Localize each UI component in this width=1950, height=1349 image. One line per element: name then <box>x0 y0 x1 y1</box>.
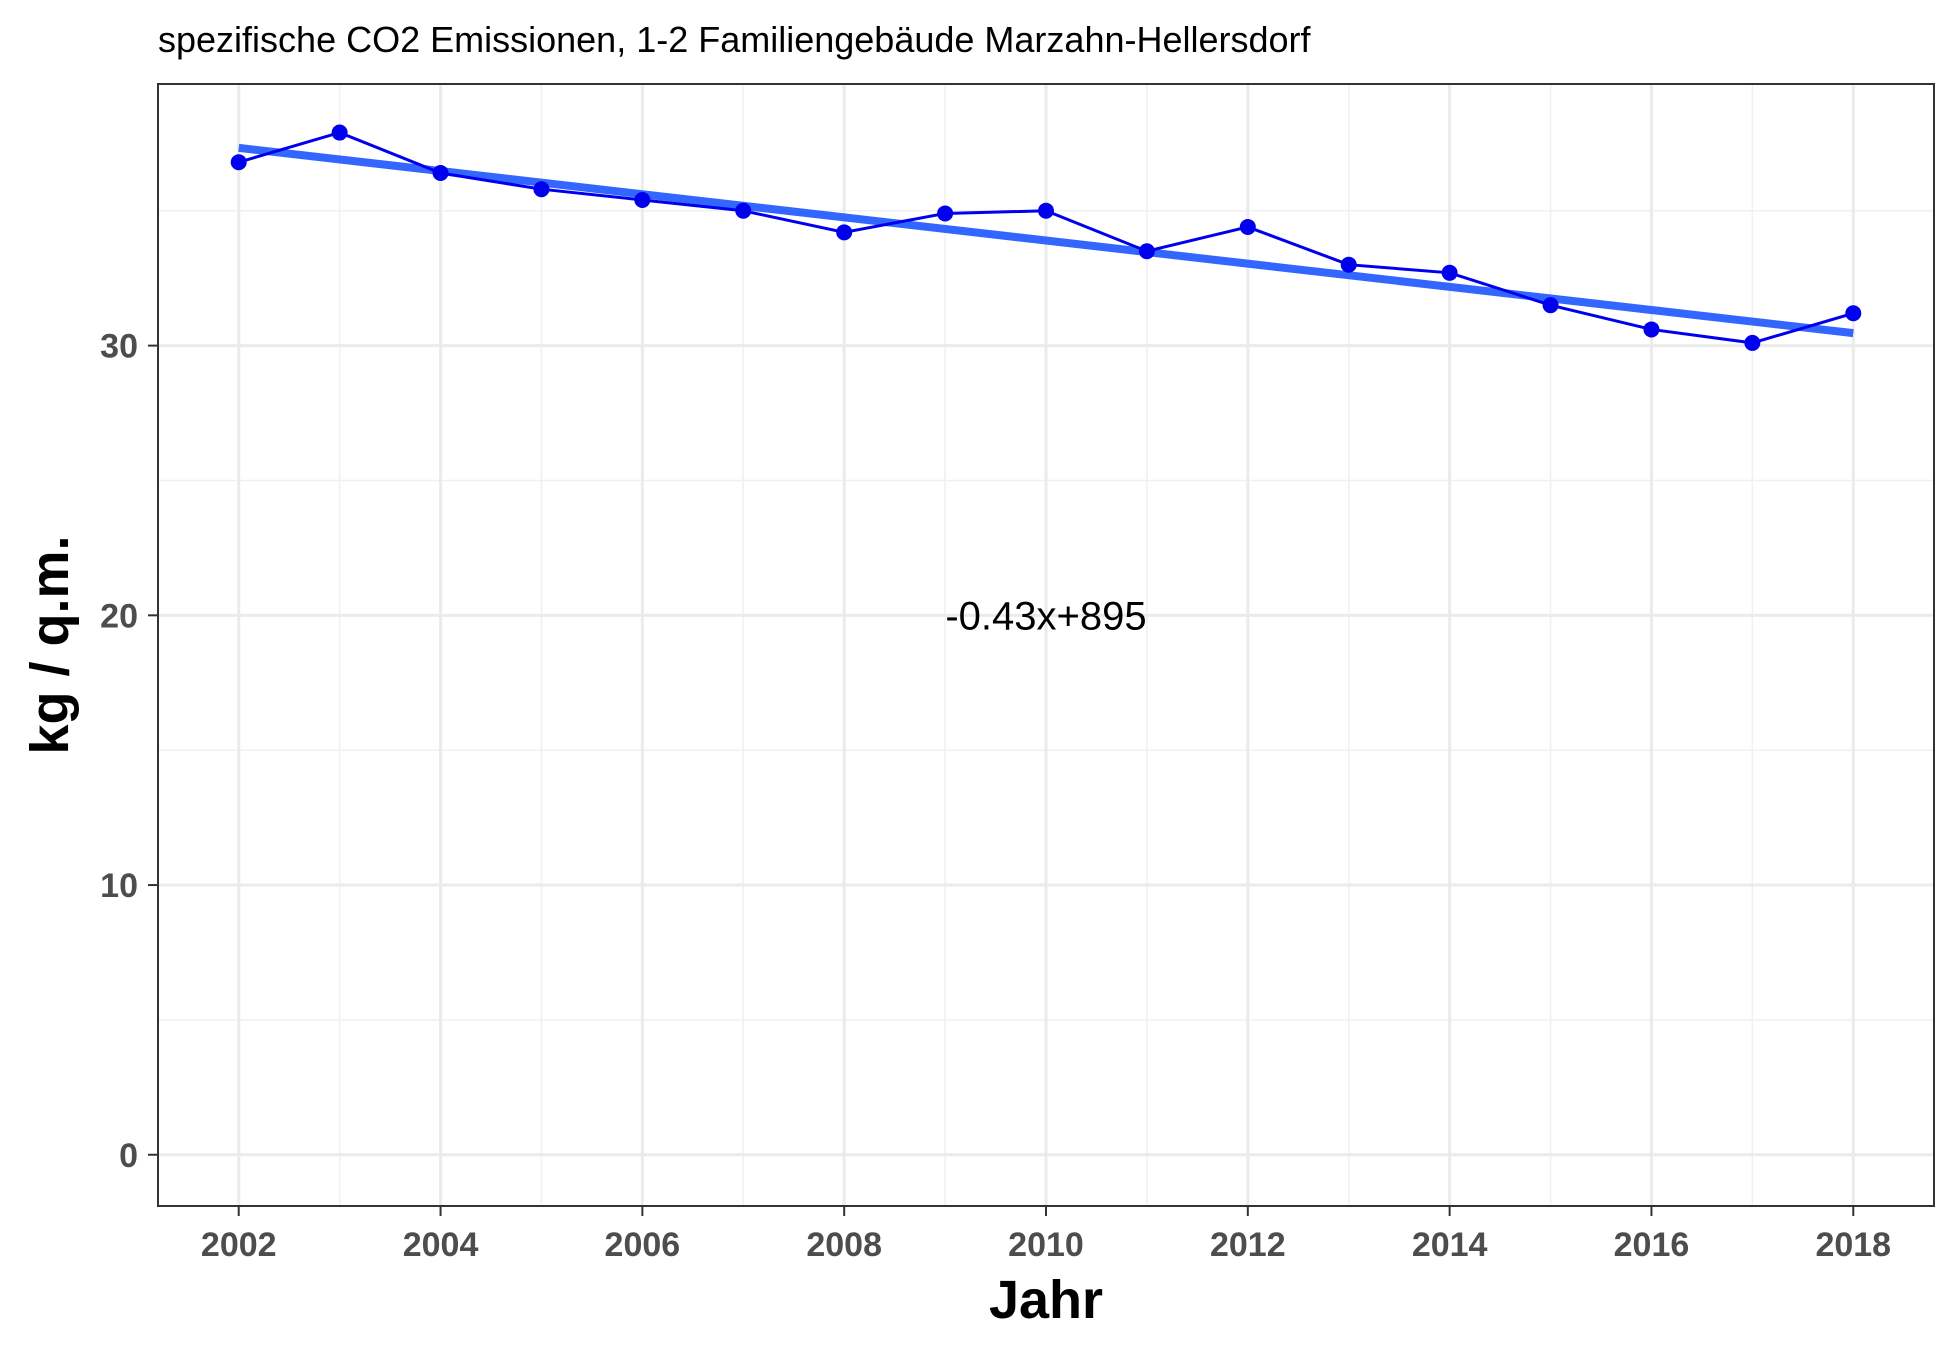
data-point <box>331 124 348 141</box>
x-tick-label: 2018 <box>1815 1226 1891 1264</box>
x-tick-label: 2010 <box>1008 1226 1084 1264</box>
data-point <box>533 181 550 198</box>
x-tick-label: 2014 <box>1412 1226 1488 1264</box>
trend-line-layer <box>238 143 1854 338</box>
x-tick-label: 2012 <box>1210 1226 1286 1264</box>
trend-line <box>238 143 1854 338</box>
data-point <box>1038 202 1054 219</box>
grid <box>158 84 1934 1206</box>
points-layer <box>230 124 1862 351</box>
x-tick-label: 2016 <box>1614 1226 1690 1264</box>
y-tick-label: 20 <box>100 597 138 635</box>
data-point <box>1845 305 1862 322</box>
x-tick-label: 2004 <box>403 1226 479 1264</box>
x-axis-title: Jahr <box>989 1270 1103 1330</box>
data-point <box>634 191 651 208</box>
axis-ticks <box>148 344 1855 1216</box>
trend-equation-annotation: -0.43x+895 <box>945 594 1146 638</box>
data-point <box>432 165 449 182</box>
data-point <box>1340 256 1357 273</box>
data-point <box>1441 264 1458 281</box>
data-point <box>937 205 954 222</box>
y-tick-label: 30 <box>100 328 138 366</box>
y-axis-title: kg / q.m. <box>20 535 80 754</box>
data-point <box>1542 297 1559 314</box>
chart-title: spezifische CO2 Emissionen, 1-2 Familien… <box>158 19 1312 60</box>
data-point <box>836 224 853 241</box>
x-tick-label: 2002 <box>201 1226 277 1264</box>
data-point <box>1643 321 1660 338</box>
data-point <box>1138 243 1155 260</box>
data-point <box>1744 334 1761 351</box>
tick-labels: 2002 2004 2006 2008 2010 2012 2014 2016 2018 0 10 2… <box>100 328 1891 1264</box>
data-point <box>230 154 247 171</box>
y-tick-label: 10 <box>100 867 138 905</box>
data-point <box>735 202 752 219</box>
x-tick-label: 2008 <box>806 1226 882 1264</box>
x-tick-label: 2006 <box>605 1226 681 1264</box>
data-point <box>1239 218 1256 235</box>
y-tick-label: 0 <box>119 1137 138 1175</box>
